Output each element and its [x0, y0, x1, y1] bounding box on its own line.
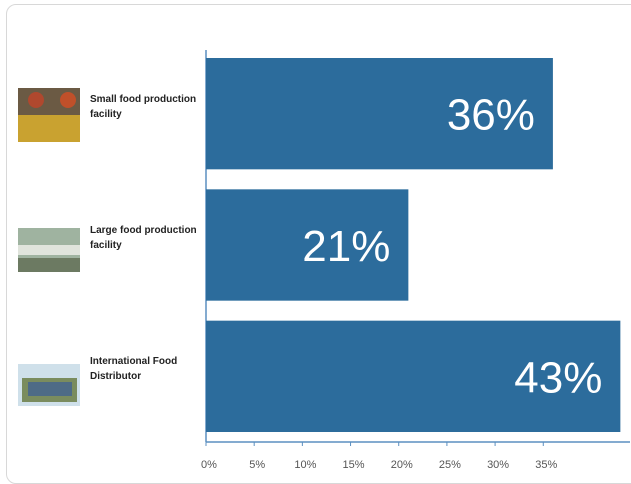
- thumbnail: [18, 88, 80, 142]
- thumbnail: [18, 228, 80, 272]
- x-tick-label: 25%: [439, 459, 461, 471]
- value-label: 43%: [514, 353, 602, 402]
- category-label: Large food production facility: [90, 225, 197, 251]
- x-tick-label: 5%: [249, 459, 265, 471]
- x-tick-label: 35%: [535, 459, 557, 471]
- value-label: 21%: [302, 222, 390, 271]
- thumbnail: [18, 364, 80, 406]
- category-label: International Food Distributor: [90, 356, 178, 383]
- x-tick-label: 0%: [201, 459, 217, 471]
- bar: [206, 58, 553, 170]
- bar: [206, 189, 409, 301]
- x-tick-label: 15%: [343, 459, 365, 471]
- x-tick-label: 20%: [391, 459, 413, 471]
- bar: [206, 320, 621, 432]
- value-label: 36%: [447, 91, 535, 140]
- category-label: Small food production facility: [90, 93, 197, 120]
- x-tick-label: 30%: [487, 459, 509, 471]
- x-tick-label: 10%: [294, 459, 316, 471]
